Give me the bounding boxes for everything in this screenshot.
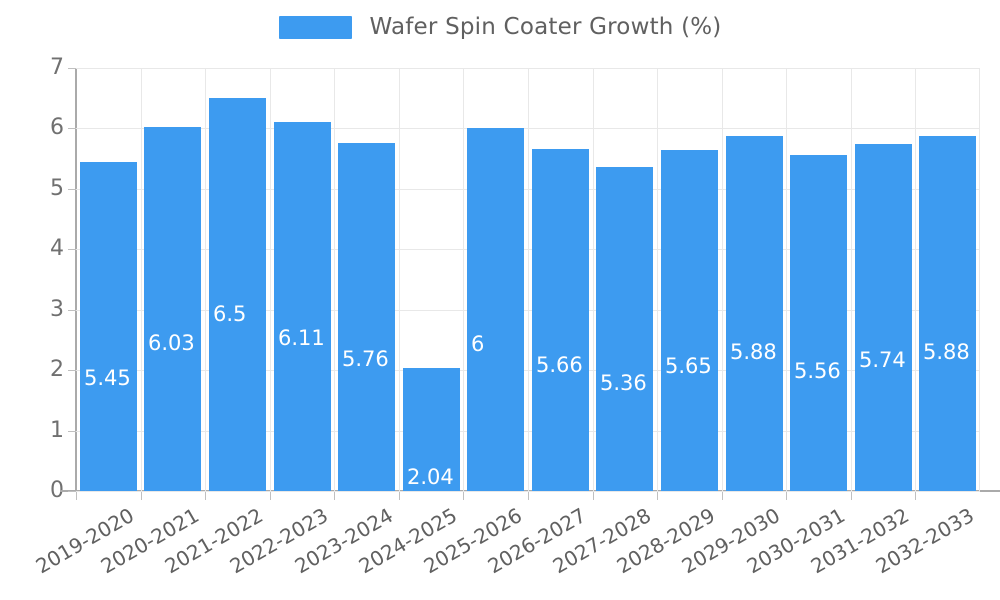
- y-axis-tick-label: 1: [50, 417, 64, 443]
- x-axis-tick-mark: [722, 492, 723, 500]
- bar[interactable]: [209, 98, 266, 491]
- bar-value-label: 5.45: [84, 365, 131, 390]
- legend-label: Wafer Spin Coater Growth (%): [369, 14, 722, 40]
- y-axis-tick-mark: [68, 188, 76, 190]
- gridline-vertical: [786, 68, 787, 491]
- gridline-vertical: [593, 68, 594, 491]
- gridline-vertical: [141, 68, 142, 491]
- y-axis-tick-mark: [68, 309, 76, 311]
- bar-value-label: 5.88: [923, 339, 970, 364]
- gridline-vertical: [205, 68, 206, 491]
- bar[interactable]: [661, 149, 718, 491]
- bar-value-label: 6.11: [278, 325, 325, 350]
- x-axis-tick-mark: [528, 492, 529, 500]
- gridline-vertical: [270, 68, 271, 491]
- y-axis-tick-label: 6: [50, 115, 64, 141]
- y-axis-tick-label: 3: [50, 296, 64, 322]
- x-axis-tick-mark: [593, 492, 594, 500]
- bar-value-label: 5.56: [794, 359, 841, 384]
- legend-item-wafer-spin-coater-growth[interactable]: Wafer Spin Coater Growth (%): [278, 14, 722, 40]
- bar-value-label: 6.5: [213, 302, 247, 327]
- x-axis-tick-mark: [270, 492, 271, 500]
- y-axis-tick-mark: [68, 128, 76, 130]
- x-axis-tick-mark: [463, 492, 464, 500]
- bar[interactable]: [274, 121, 331, 491]
- y-axis-tick-mark: [68, 249, 76, 251]
- bar-value-label: 5.76: [342, 346, 389, 371]
- bar-value-label: 5.88: [730, 339, 777, 364]
- x-axis-tick-mark: [76, 492, 77, 500]
- bar[interactable]: [338, 142, 395, 491]
- bar[interactable]: [144, 126, 201, 491]
- gridline-vertical: [463, 68, 464, 491]
- bar[interactable]: [855, 144, 912, 491]
- plot-area: 5.45 6.03 6.5 6.11 5.76 2.04 6 5.66 5.36 5.65 5.88…: [76, 68, 980, 492]
- x-axis-tick-mark: [334, 492, 335, 500]
- x-axis-tick-mark: [141, 492, 142, 500]
- gridline-vertical: [851, 68, 852, 491]
- bar[interactable]: [467, 128, 524, 491]
- bar-value-label: 5.74: [859, 348, 906, 373]
- y-axis-tick-label: 7: [50, 55, 64, 80]
- bar-value-label: 6.03: [148, 330, 195, 355]
- y-axis-tick-mark: [68, 68, 76, 69]
- legend-swatch-icon: [278, 15, 352, 39]
- bar-value-label: 2.04: [407, 465, 454, 489]
- x-axis-tick-mark: [205, 492, 206, 500]
- chart-legend: Wafer Spin Coater Growth (%): [0, 10, 1000, 44]
- y-axis-tick-mark: [68, 491, 76, 492]
- gridline-vertical: [528, 68, 529, 491]
- y-axis-tick-labels: 0 1 2 3 4 5 6 7: [0, 0, 64, 600]
- y-axis-tick-label: 2: [50, 357, 64, 383]
- y-axis-tick-label: 4: [50, 236, 64, 262]
- y-axis-tick-mark: [68, 370, 76, 372]
- bar[interactable]: [532, 148, 589, 491]
- bar[interactable]: [790, 155, 847, 491]
- bar[interactable]: [80, 161, 137, 491]
- gridline-vertical: [722, 68, 723, 491]
- x-axis-tick-mark: [399, 492, 400, 500]
- x-axis-tick-mark: [786, 492, 787, 500]
- gridline-horizontal: [76, 491, 980, 492]
- bar-value-label: 6: [471, 332, 485, 357]
- gridline-vertical: [979, 68, 980, 491]
- bar[interactable]: [403, 367, 460, 491]
- y-axis-tick-mark: [68, 430, 76, 432]
- gridline-vertical: [334, 68, 335, 491]
- bar[interactable]: [726, 135, 783, 491]
- y-axis-tick-label: 5: [50, 175, 64, 201]
- x-axis-tick-mark: [851, 492, 852, 500]
- y-axis-line: [75, 68, 77, 492]
- bar-value-label: 5.66: [536, 352, 583, 377]
- gridline-vertical: [657, 68, 658, 491]
- bar[interactable]: [919, 135, 976, 491]
- gridline-vertical: [399, 68, 400, 491]
- bar-value-label: 5.65: [665, 353, 712, 378]
- x-axis-tick-mark: [915, 492, 916, 500]
- x-axis-tick-mark: [657, 492, 658, 500]
- bar[interactable]: [596, 167, 653, 491]
- gridline-vertical: [915, 68, 916, 491]
- y-axis-tick-label: 0: [50, 478, 64, 503]
- bar-value-label: 5.36: [600, 371, 647, 396]
